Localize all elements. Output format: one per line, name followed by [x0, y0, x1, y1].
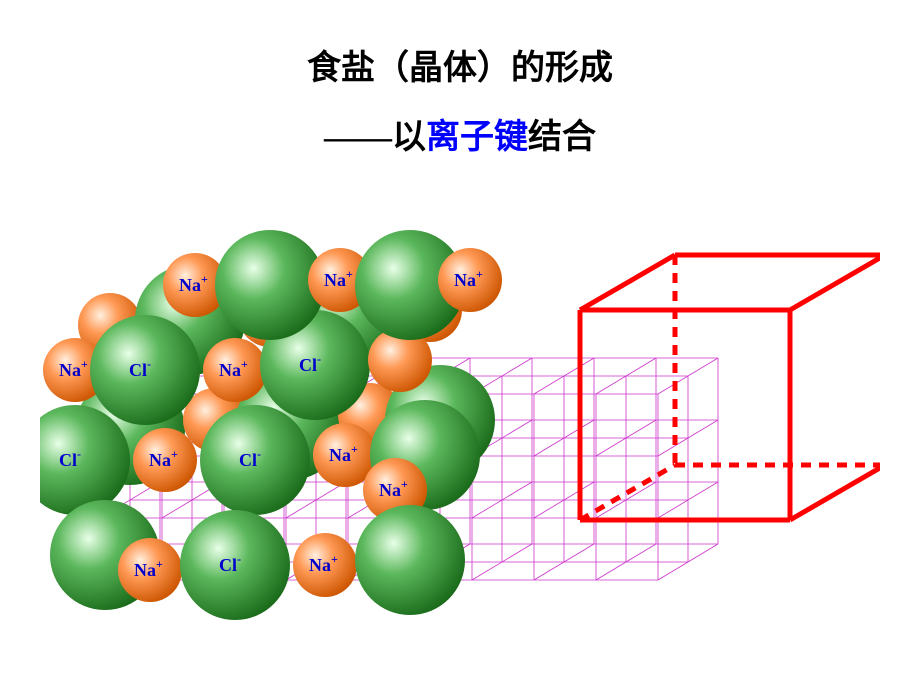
title-yi: 以 — [392, 119, 426, 156]
title-ionic: 离子键 — [426, 119, 528, 156]
crystal-diagram: Na+Cl-Na+Cl-Cl-Na+Cl-Na+Na+ Na+Na+Na+Na+… — [40, 230, 880, 650]
title-dash: —— — [324, 119, 392, 156]
title-line1: 食盐（晶体）的形成 — [0, 40, 920, 89]
diagram-svg: Na+Cl-Na+Cl-Cl-Na+Cl-Na+Na+ Na+Na+Na+Na+… — [40, 230, 880, 650]
red-unit-cell — [580, 255, 880, 520]
title-block: 食盐（晶体）的形成 ——以离子键结合 — [0, 40, 920, 158]
title-line2: ——以离子键结合 — [0, 109, 920, 158]
title-bond: 结合 — [528, 119, 596, 156]
